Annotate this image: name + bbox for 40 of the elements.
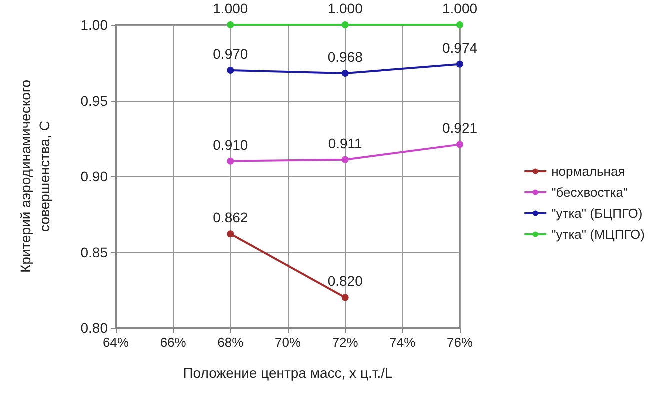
data-label: 1.000: [328, 0, 364, 16]
point: [227, 230, 234, 238]
x-tick-label: 76%: [446, 335, 474, 350]
x-tick-label: 64%: [102, 335, 130, 350]
legend-label: "бесхвостка": [552, 185, 628, 200]
point: [342, 156, 349, 164]
point: [456, 60, 464, 68]
data-label: 0.968: [328, 48, 364, 65]
point: [227, 66, 234, 74]
legend-label: "утка" (МЦПГО): [552, 227, 646, 242]
data-label: 0.970: [213, 46, 248, 62]
y-tick-label: 1.00: [80, 17, 108, 33]
y-tick-label: 0.90: [80, 168, 108, 184]
data-label: 0.974: [442, 40, 478, 56]
point: [342, 22, 349, 28]
y-tick-label: 0.85: [80, 244, 108, 260]
legend-label: нормальная: [552, 164, 626, 179]
x-tick-label: 66%: [160, 335, 187, 350]
data-label: 0.921: [442, 120, 478, 136]
data-label: 1.000: [213, 0, 248, 16]
x-tick-label: 68%: [218, 335, 244, 350]
point: [456, 141, 464, 148]
x-axis-title: Положение центра масс, x ц.т./L: [183, 365, 393, 381]
y-axis-title: Критерий аэродинамического совершенства, С: [18, 80, 52, 273]
point: [227, 158, 234, 165]
x-tick-label: 70%: [274, 335, 302, 350]
y-tick-label: 0.95: [80, 92, 108, 109]
y-tick-label: 0.80: [80, 320, 108, 336]
point: [456, 22, 464, 28]
point: [342, 294, 349, 302]
legend-label: "утка" (БЦПГО): [552, 206, 643, 221]
data-label: 0.910: [213, 136, 248, 153]
x-tick-label: 74%: [390, 335, 416, 350]
point: [227, 22, 234, 28]
x-tick-label: 72%: [332, 335, 359, 350]
data-label: 0.862: [213, 210, 248, 226]
data-label: 1.000: [442, 0, 478, 16]
point: [342, 70, 349, 77]
data-label: 0.911: [328, 135, 363, 152]
data-label: 0.820: [328, 273, 364, 290]
